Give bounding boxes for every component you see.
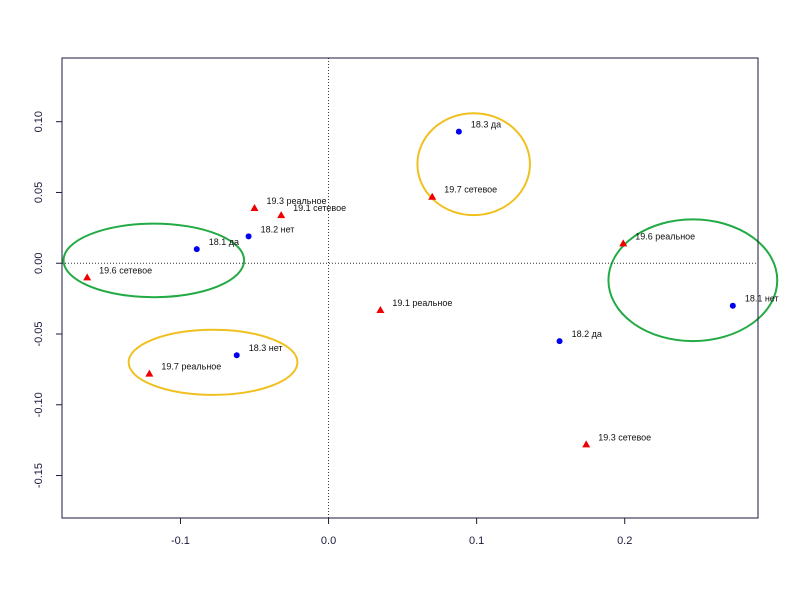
point-label: 18.2 да — [572, 329, 602, 339]
y-tick-label: -0.05 — [33, 321, 45, 346]
cluster-ellipse-1 — [62, 222, 246, 299]
cluster-highlights — [62, 112, 779, 396]
point-triangle — [619, 239, 628, 247]
y-tick-label: -0.10 — [33, 392, 45, 417]
y-tick-label: 0.05 — [33, 182, 45, 203]
point-circle — [245, 233, 252, 240]
point-circle — [455, 128, 462, 135]
point-label: 19.6 сетевое — [99, 265, 152, 275]
y-tick-label: -0.15 — [33, 463, 45, 488]
point-label: 19.7 сетевое — [444, 185, 497, 195]
point-triangle — [428, 192, 437, 200]
point-label: 19.1 реальное — [392, 298, 452, 308]
x-tick-label: -0.1 — [171, 535, 190, 547]
point-label: 19.7 реальное — [161, 362, 221, 372]
point-circle — [556, 338, 563, 345]
point-circle — [193, 246, 200, 253]
point-label: 18.3 да — [471, 120, 501, 130]
x-axis: -0.1 0.0 0.1 0.2 — [171, 518, 632, 547]
point-triangle — [145, 369, 154, 377]
point-labels: 18.3 да 18.2 нет 18.1 да 18.3 нет 18.2 да 18.… — [99, 120, 778, 443]
point-label: 18.3 нет — [249, 343, 283, 353]
y-tick-label: 0.00 — [33, 253, 45, 274]
x-tick-label: 0.2 — [617, 535, 632, 547]
point-label: 19.3 реальное — [267, 196, 327, 206]
point-triangle — [582, 440, 591, 448]
y-tick-label: 0.10 — [33, 111, 45, 132]
plot-frame — [61, 57, 759, 519]
point-triangle — [250, 204, 259, 212]
cluster-ellipse-3 — [127, 328, 299, 396]
point-triangle — [277, 211, 286, 219]
point-label: 18.2 нет — [261, 224, 295, 234]
point-label: 18.1 нет — [745, 294, 779, 304]
point-label: 18.1 да — [209, 237, 239, 247]
x-tick-label: 0.1 — [469, 535, 484, 547]
cluster-ellipse-4 — [607, 218, 779, 343]
point-label: 19.3 сетевое — [598, 432, 651, 442]
point-triangle — [83, 273, 92, 281]
y-axis: 0.10 0.05 0.00 -0.05 -0.10 -0.15 — [33, 111, 62, 488]
cluster-ellipse-2 — [416, 112, 531, 217]
point-circle — [729, 302, 736, 309]
point-label: 19.6 реальное — [635, 231, 695, 241]
point-circle — [233, 352, 240, 359]
point-label: 19.1 сетевое — [293, 203, 346, 213]
point-triangle — [376, 305, 385, 313]
reference-lines — [62, 58, 758, 518]
x-tick-label: 0.0 — [321, 535, 336, 547]
data-points — [83, 128, 736, 448]
